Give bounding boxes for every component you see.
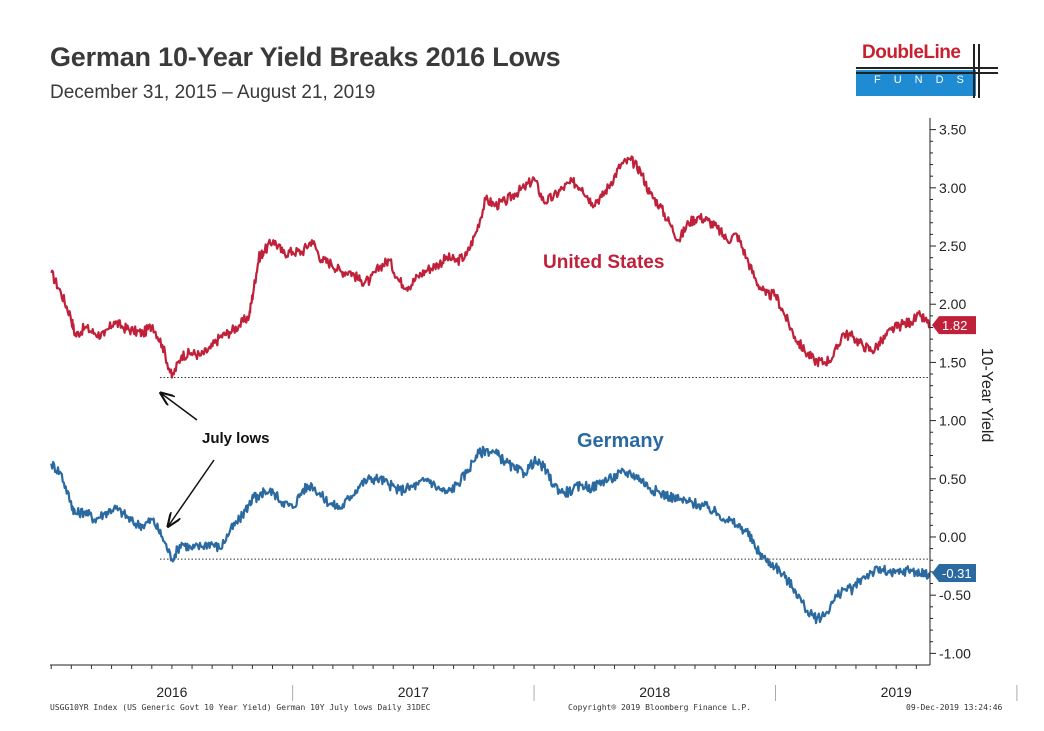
y-tick-label: 0.00 [939,529,966,545]
last-value-label: -0.31 [942,566,972,581]
grid-layer [160,377,930,560]
y-tick-label: 0.50 [939,471,966,487]
annotation-layer: United States Germany July lows [162,252,665,525]
y-tick-label: 3.50 [939,122,966,138]
y-tick-label: -0.50 [939,587,971,603]
logo-crosshair-icon [856,44,998,98]
y-tick-label: 2.00 [939,296,966,312]
last-value-flag: -0.31 [932,564,976,583]
last-value-flag-bg [932,564,976,583]
logo-funds: FUNDS [874,74,977,86]
footer-copyright: Copyright® 2019 Bloomberg Finance L.P. [568,703,752,712]
y-axis-label: 10-Year Yield [978,348,995,443]
last-value-label: 1.82 [942,318,967,333]
logo-top: DoubleLine [856,40,976,68]
footer-source: USGG10YR Index (US Generic Govt 10 Year … [50,703,431,712]
x-tick-label: 2016 [156,684,187,700]
page-title: German 10-Year Yield Breaks 2016 Lows [50,42,561,72]
x-tick-label: 2019 [881,684,912,700]
y-tick-label: 1.00 [939,413,966,429]
annotation-july-lows: July lows [202,430,270,447]
y-tick-label: -1.00 [939,645,971,661]
logo-bar: FUNDS [856,70,976,96]
y-tick-label: 2.50 [939,238,966,254]
x-tick-label: 2018 [639,684,670,700]
arrow-to-germany-low [169,459,215,525]
series-layer [50,155,931,625]
axis-layer: 3.50 3.00 2.50 2.00 1.50 1.00 0.50 0.00 -0.50 -1.… [50,118,1018,701]
page-subtitle: December 31, 2015 – August 21, 2019 [50,82,376,103]
annotation-germany: Germany [577,430,665,452]
y-tick-label: 3.00 [939,180,966,196]
doubleline-logo: DoubleLine FUNDS [856,40,998,98]
arrow-to-us-low [162,394,198,421]
annotation-united-states: United States [543,252,664,273]
series-line-germany [50,445,931,625]
logo-word: DoubleLine [862,42,961,63]
last-value-flag-bg [932,316,976,335]
series-line-united-states [50,155,931,379]
footer-timestamp: 09-Dec-2019 13:24:46 [906,703,1003,712]
x-tick-label: 2017 [398,684,429,700]
y-tick-label: 1.50 [939,354,966,370]
last-value-flag: 1.82 [932,316,976,335]
